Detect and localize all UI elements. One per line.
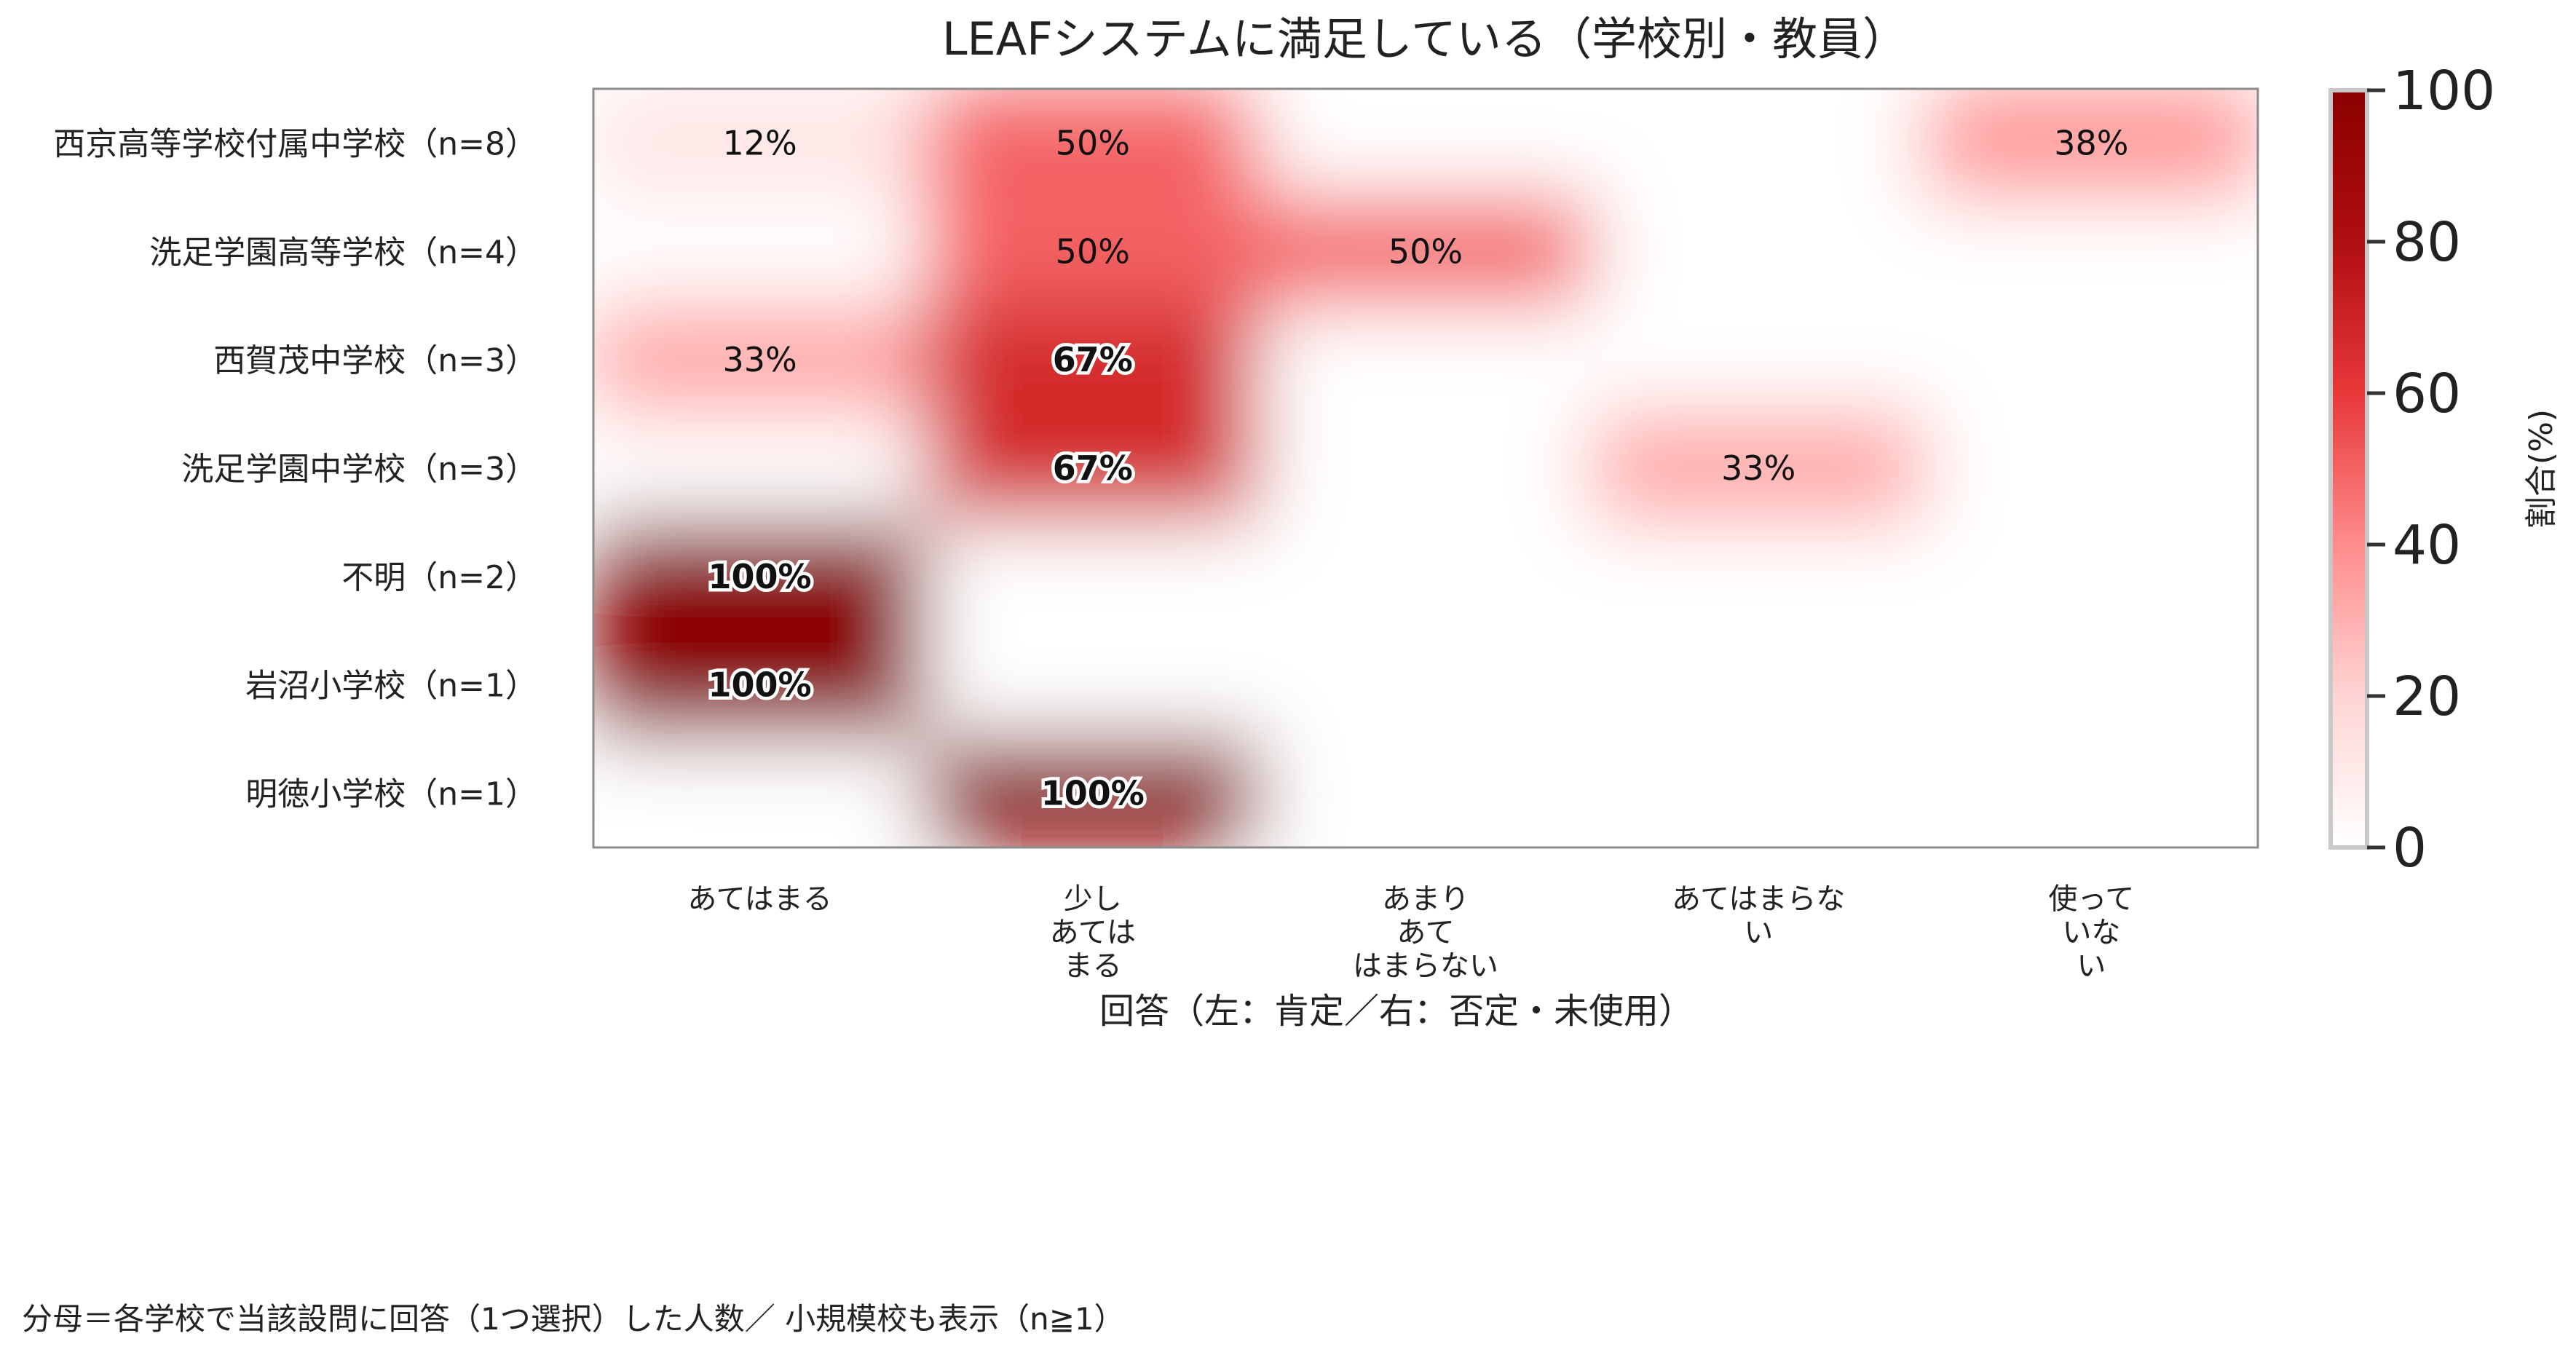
heatmap-cell (1924, 414, 2259, 523)
heatmap-cell (1924, 738, 2259, 848)
heatmap-cell (925, 630, 1260, 740)
row-label: 洗足学園中学校（n=3） (181, 451, 537, 488)
heatmap-cell (1258, 305, 1592, 415)
cell-value-label: 67% (1053, 448, 1133, 488)
cell-value-label: 38% (2054, 123, 2128, 162)
column-label: あまりあてはまらない (1353, 882, 1498, 983)
cell-value-label: 100% (1041, 774, 1145, 813)
heatmap-cell (1258, 630, 1592, 740)
cell-value-label: 50% (1056, 123, 1130, 162)
cell-value-label: 50% (1388, 232, 1463, 271)
heatmap-cell (1592, 738, 1926, 848)
cell-value-label: 50% (1056, 232, 1130, 271)
colorbar-tick-label: 100 (2393, 60, 2495, 122)
colorbar-tick-label: 80 (2393, 211, 2461, 274)
row-label: 洗足学園高等学校（n=4） (149, 234, 537, 271)
row-label: 明徳小学校（n=1） (245, 776, 537, 813)
colorbar: 0 20 40 60 80 100 割合(%) (2331, 60, 2560, 879)
heatmap-cell (1258, 414, 1592, 523)
column-label: あてはまる (687, 882, 831, 916)
colorbar-tick-label: 20 (2393, 665, 2461, 728)
row-label: 岩沼小学校（n=1） (245, 668, 537, 705)
heatmap-cell (1258, 521, 1592, 631)
row-label: 不明（n=2） (341, 559, 537, 596)
colorbar-tick-label: 60 (2393, 363, 2461, 425)
column-label: 少しあてはまる (1050, 882, 1136, 983)
cell-value-label: 12% (722, 123, 797, 162)
heatmap-cell (925, 521, 1260, 631)
heatmap-cell (1924, 197, 2259, 307)
footnote: 分母＝各学校で当該設問に回答（1つ選択）した人数／ 小規模校も表示（n≧1） (22, 1294, 1125, 1339)
heatmap-cell (593, 414, 927, 523)
heatmap-cell (593, 197, 927, 307)
heatmap-cell (1592, 197, 1926, 307)
heatmap-cell (1924, 305, 2259, 415)
cell-value-label: 100% (708, 557, 812, 596)
row-labels: 西京高等学校付属中学校（n=8） 洗足学園高等学校（n=4） 西賀茂中学校（n=3）… (53, 125, 537, 813)
column-label: あてはまらない (1672, 882, 1845, 949)
cell-value-label: 33% (722, 340, 797, 379)
row-label: 西賀茂中学校（n=3） (213, 342, 537, 379)
heatmap-cell (1592, 88, 1926, 198)
heatmap-cell (1592, 630, 1926, 740)
cell-value-label: 67% (1053, 340, 1133, 379)
colorbar-label: 割合(%) (2523, 409, 2560, 529)
heatmap-cell (1592, 521, 1926, 631)
column-labels: あてはまる 少しあてはまる あまりあてはまらない あてはまらない 使っていない (687, 882, 2134, 983)
cell-value-label: 33% (1721, 448, 1795, 488)
colorbar-tick-label: 0 (2393, 817, 2427, 879)
heatmap-cell (1924, 630, 2259, 740)
x-axis-label: 回答（左：肯定／右：否定・未使用） (1099, 991, 1694, 1032)
heatmap-cell (1924, 521, 2259, 631)
colorbar-ticks: 0 20 40 60 80 100 (2367, 60, 2495, 879)
chart-title: LEAFシステムに満足している（学校別・教員） (942, 12, 1908, 66)
cell-value-label: 100% (708, 665, 812, 705)
heatmap-cell (1258, 738, 1592, 848)
column-label: 使っていない (2048, 882, 2134, 983)
row-label: 西京高等学校付属中学校（n=8） (53, 125, 537, 162)
heatmap-cell (593, 738, 927, 848)
heatmap-cell (1592, 305, 1926, 415)
colorbar-gradient (2331, 90, 2367, 847)
heatmap-plot (593, 88, 2259, 848)
heatmap-cell (1258, 88, 1592, 198)
colorbar-tick-label: 40 (2393, 514, 2461, 577)
